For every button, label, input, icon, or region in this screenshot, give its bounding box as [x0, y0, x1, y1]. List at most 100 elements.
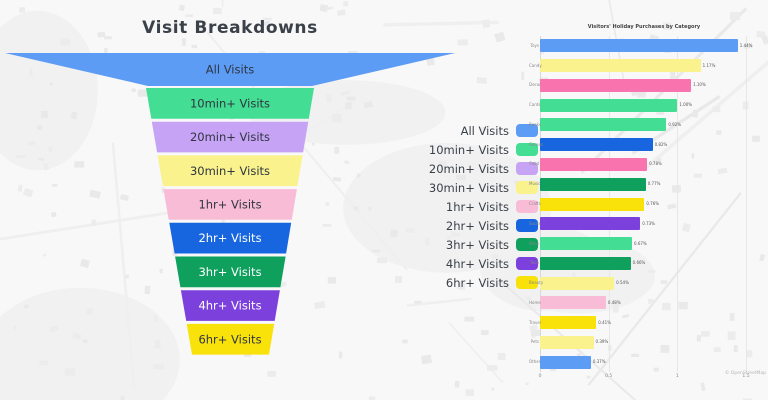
funnel-stage: [157, 155, 303, 187]
legend-item-label: All Visits: [460, 123, 509, 138]
bar-category-label: Candy: [529, 62, 542, 68]
bar-value-label: 0.48%: [607, 299, 621, 305]
bar-value-label: 0.41%: [598, 319, 612, 325]
legend-item: 6hr+ Visits: [408, 273, 538, 292]
bar-value-label: 0.39%: [595, 339, 609, 345]
bar-value-label: 0.73%: [642, 220, 655, 226]
funnel-stage-label: All Visits: [206, 63, 254, 77]
bar-category-label: Beauty: [529, 280, 544, 286]
bar-category-label: Travel: [529, 319, 541, 325]
bar-value-label: 0.77%: [647, 181, 661, 187]
bar: [540, 276, 615, 290]
legend-item-swatch: [516, 238, 538, 251]
bar: [540, 217, 641, 231]
bar-value-label: 1.00%: [679, 102, 693, 108]
legend-item: All Visits: [408, 121, 538, 140]
funnel-stage-label: 30min+ Visits: [190, 164, 270, 178]
bar-category-label: Pets: [530, 339, 539, 345]
funnel-stage: [151, 121, 309, 153]
funnel-stage-label: 10min+ Visits: [190, 96, 270, 110]
legend-item-swatch: [516, 181, 538, 194]
bar: [540, 197, 645, 211]
legend-item-swatch: [516, 200, 538, 213]
bar: [540, 296, 606, 310]
bar-category-label: Wine: [529, 240, 539, 246]
funnel-stage-label: 20min+ Visits: [190, 130, 270, 144]
legend-item: 30min+ Visits: [408, 178, 538, 197]
gridline: [746, 36, 747, 372]
bar-chart: Visitors' Holiday Purchases by Category …: [528, 20, 766, 384]
legend-item-label: 2hr+ Visits: [445, 218, 509, 233]
bar-value-label: 1.10%: [693, 82, 706, 88]
bar-category-label: Home: [529, 299, 541, 305]
legend-item-label: 3hr+ Visits: [445, 237, 509, 252]
legend-item-label: 20min+ Visits: [428, 161, 509, 176]
bar-category-label: Food: [529, 161, 539, 167]
bar-category-label: Tech: [530, 260, 539, 266]
bar-category-label: Crafts: [529, 201, 541, 206]
funnel-stage-label: 3hr+ Visits: [198, 265, 261, 279]
bar-plot-area: 0 0.5 1 1.5 Toys 1.44% Candy 1.17% Decor 1.10% Car…: [529, 36, 752, 379]
bar-category-label: Cards: [529, 102, 541, 108]
legend-item: 1hr+ Visits: [408, 197, 538, 216]
legend-item: 3hr+ Visits: [408, 235, 538, 254]
bar-value-label: 0.92%: [668, 121, 682, 127]
legend-item-label: 6hr+ Visits: [445, 275, 509, 290]
bar: [540, 59, 701, 73]
legend-item-label: 1hr+ Visits: [445, 199, 509, 214]
bar-value-label: 0.76%: [646, 201, 660, 206]
legend-item-label: 30min+ Visits: [428, 180, 509, 195]
bar-category-label: Games: [529, 141, 543, 147]
x-axis-tick-label: 0.5: [605, 374, 613, 379]
legend: All Visits 10min+ Visits 20min+ Visits 30mi…: [408, 121, 538, 292]
x-axis-tick-label: 1.5: [742, 374, 750, 379]
bar-value-label: 0.37%: [592, 359, 606, 365]
legend-item: 10min+ Visits: [408, 140, 538, 159]
bar: [540, 138, 653, 152]
bar: [540, 157, 648, 171]
bar: [540, 335, 594, 349]
funnel-stage-label: 6hr+ Visits: [198, 332, 261, 346]
funnel-stage: [180, 290, 280, 321]
legend-item-swatch: [516, 143, 538, 156]
bar: [540, 98, 678, 112]
legend-item-label: 10min+ Visits: [428, 142, 509, 157]
bar-category-label: Socks: [529, 220, 541, 226]
funnel-chart-title: Visit Breakdowns: [142, 18, 318, 38]
map-attribution: © OpenStreetMap: [724, 371, 766, 376]
bar-category-label: Music: [529, 181, 541, 187]
x-axis-tick-label: 0: [538, 374, 542, 379]
legend-item: 2hr+ Visits: [408, 216, 538, 235]
legend-item-swatch: [516, 219, 538, 232]
funnel-stage-label: 4hr+ Visits: [198, 299, 261, 313]
bar: [540, 237, 632, 251]
legend-item: 20min+ Visits: [408, 159, 538, 178]
gridline: [677, 36, 679, 372]
funnel-stage: [146, 88, 314, 119]
bar-value-label: 0.67%: [634, 240, 647, 246]
bar: [540, 177, 646, 191]
bar: [540, 316, 597, 330]
legend-item-swatch: [516, 276, 538, 289]
bar: [540, 39, 738, 53]
funnel-chart: All Visits 10min+ Visits 20min+ Visits 30mi…: [5, 53, 455, 355]
bar-value-label: 1.44%: [739, 42, 753, 48]
legend-item-swatch: [516, 162, 538, 175]
funnel-stage: [186, 323, 275, 355]
bar: [540, 256, 631, 270]
bar-value-label: 0.66%: [632, 260, 646, 266]
funnel-stage-label: 2hr+ Visits: [198, 231, 261, 245]
funnel-stage-label: 1hr+ Visits: [198, 197, 261, 211]
legend-item-label: 4hr+ Visits: [445, 256, 509, 271]
bar-value-label: 0.54%: [616, 280, 629, 286]
x-axis-tick-label: 1: [675, 374, 679, 379]
bar-category-label: Books: [529, 121, 542, 127]
bar-value-label: 0.78%: [649, 161, 662, 167]
bar-category-label: Other: [529, 359, 541, 365]
funnel-stage: [175, 256, 286, 288]
bar: [540, 78, 692, 92]
bar-value-label: 0.82%: [654, 141, 668, 147]
legend-item-swatch: [516, 257, 538, 270]
funnel-stage: [169, 222, 292, 254]
